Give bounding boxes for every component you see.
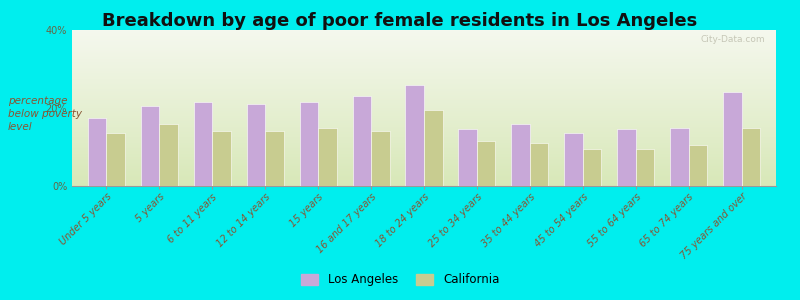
Bar bbox=[300, 102, 318, 186]
Bar bbox=[266, 131, 284, 186]
Bar bbox=[212, 131, 230, 186]
Bar bbox=[159, 124, 178, 186]
Bar bbox=[246, 104, 266, 186]
Text: percentage
below poverty
level: percentage below poverty level bbox=[8, 96, 82, 132]
Bar bbox=[742, 128, 760, 186]
Text: City-Data.com: City-Data.com bbox=[701, 35, 766, 44]
Bar bbox=[582, 149, 602, 186]
Bar bbox=[424, 110, 442, 186]
Bar bbox=[530, 143, 548, 186]
Bar bbox=[636, 149, 654, 186]
Bar bbox=[353, 96, 371, 186]
Bar bbox=[106, 133, 125, 186]
Bar bbox=[318, 128, 337, 186]
Bar bbox=[564, 133, 582, 186]
Legend: Los Angeles, California: Los Angeles, California bbox=[296, 269, 504, 291]
Bar bbox=[371, 131, 390, 186]
Bar bbox=[618, 129, 636, 186]
Bar bbox=[406, 85, 424, 186]
Bar bbox=[723, 92, 742, 186]
Bar bbox=[141, 106, 159, 186]
Bar bbox=[88, 118, 106, 186]
Bar bbox=[194, 102, 212, 186]
Bar bbox=[511, 124, 530, 186]
Bar bbox=[689, 145, 707, 186]
Bar bbox=[458, 129, 477, 186]
Text: Breakdown by age of poor female residents in Los Angeles: Breakdown by age of poor female resident… bbox=[102, 12, 698, 30]
Bar bbox=[670, 128, 689, 186]
Bar bbox=[477, 141, 495, 186]
